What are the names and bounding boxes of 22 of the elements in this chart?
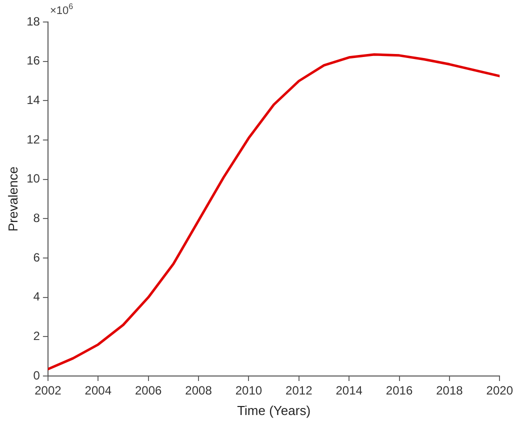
y-tick-label: 0 (33, 368, 40, 382)
x-tick-label: 2002 (34, 384, 62, 398)
x-tick-label: 2010 (235, 384, 262, 398)
x-tick-label: 2004 (84, 384, 112, 398)
x-tick-label: 2006 (134, 384, 162, 398)
x-tick-label: 2008 (185, 384, 212, 398)
y-tick-label: 16 (26, 54, 40, 68)
y-tick-label: 8 (33, 210, 40, 225)
y-axis-title: Prevalence (5, 166, 20, 232)
y-tick-label: 10 (26, 172, 40, 186)
y-tick-label: 12 (26, 132, 40, 146)
y-tick-label: 18 (26, 14, 40, 28)
y-tick-label: 2 (33, 328, 40, 343)
y-tick-label: 14 (26, 92, 40, 107)
x-tick-label: 2016 (386, 384, 413, 398)
x-tick-label: 2014 (336, 384, 363, 398)
x-axis-title: Time (Years) (237, 402, 311, 418)
x-tick-label: 2018 (436, 384, 464, 398)
x-tick-label: 2012 (286, 384, 313, 398)
x-tick-label: 2020 (486, 384, 514, 398)
y-tick-label: 4 (33, 290, 40, 304)
y-tick-label: 6 (33, 250, 40, 264)
